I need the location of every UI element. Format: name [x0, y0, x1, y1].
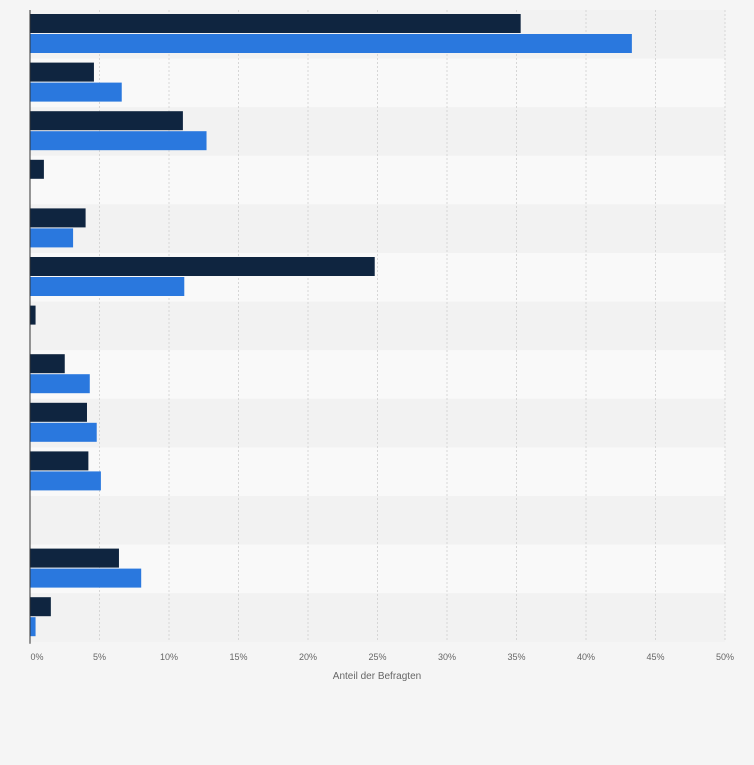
category-band	[30, 544, 725, 594]
bar	[30, 228, 74, 248]
bar	[30, 131, 207, 151]
x-tick-label: 35%	[507, 652, 525, 662]
bar	[30, 208, 86, 228]
bar	[30, 82, 122, 102]
x-tick-label: 10%	[160, 652, 178, 662]
bar	[30, 354, 65, 374]
bar	[30, 568, 142, 588]
category-band	[30, 593, 725, 642]
x-tick-label: 40%	[577, 652, 595, 662]
category-band	[30, 496, 725, 545]
x-tick-label: 25%	[368, 652, 386, 662]
bar	[30, 34, 632, 53]
bar	[30, 422, 97, 442]
bar	[30, 597, 51, 617]
bar	[30, 111, 183, 131]
bar	[30, 62, 94, 82]
bar	[30, 374, 90, 394]
x-tick-label: 15%	[229, 652, 247, 662]
x-tick-label: 5%	[93, 652, 106, 662]
category-band	[30, 204, 725, 253]
x-tick-label: 50%	[716, 652, 734, 662]
x-tick-label: 0%	[30, 652, 43, 662]
x-axis-label: Anteil der Befragten	[333, 671, 421, 682]
bar	[30, 471, 101, 491]
bar	[30, 451, 89, 471]
bar	[30, 305, 36, 325]
bar	[30, 14, 521, 33]
bar	[30, 617, 36, 637]
bar	[30, 402, 87, 422]
x-tick-label: 45%	[646, 652, 664, 662]
x-tick-label: 30%	[438, 652, 456, 662]
bar	[30, 277, 185, 296]
bar	[30, 548, 119, 568]
x-tick-label: 20%	[299, 652, 317, 662]
bar	[30, 257, 375, 276]
bar	[30, 159, 44, 179]
